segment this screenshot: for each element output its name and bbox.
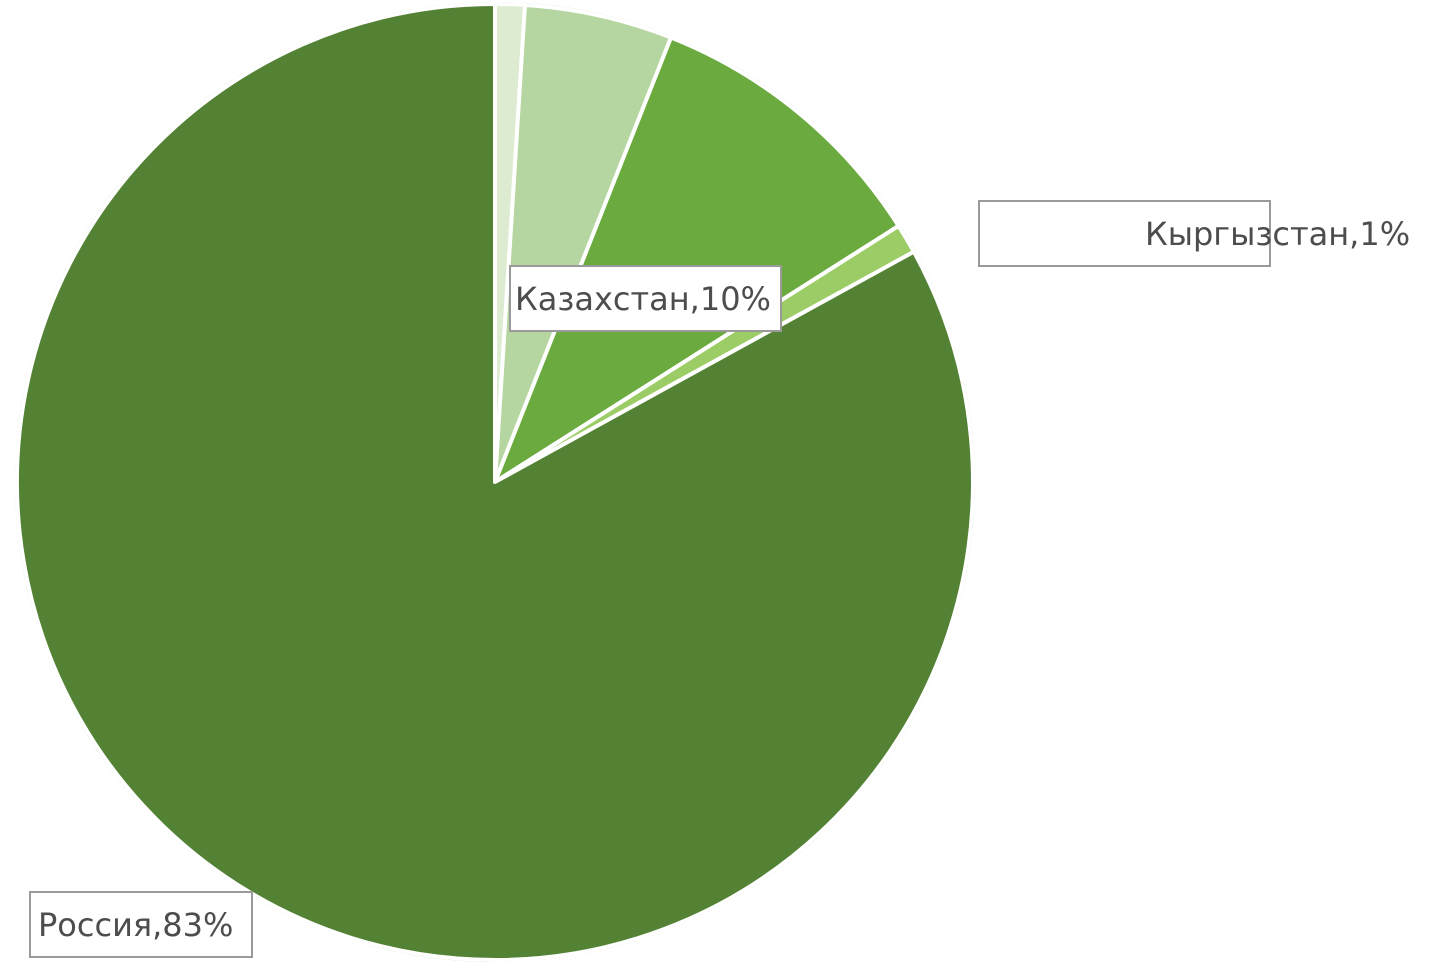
pie-slice-kazakhstan [493,35,901,484]
label-box-kyrgyzstan [978,200,1271,267]
data-label-russia: Россия,83% [38,906,234,944]
label-box-russia [29,891,253,958]
data-label-kazakhstan: Казахстан,10% [515,280,771,318]
label-box-kazakhstan [509,265,782,332]
pie-slice-4 [493,2,673,484]
data-label-kyrgyzstan: Кыргызстан,1% [1145,215,1411,253]
